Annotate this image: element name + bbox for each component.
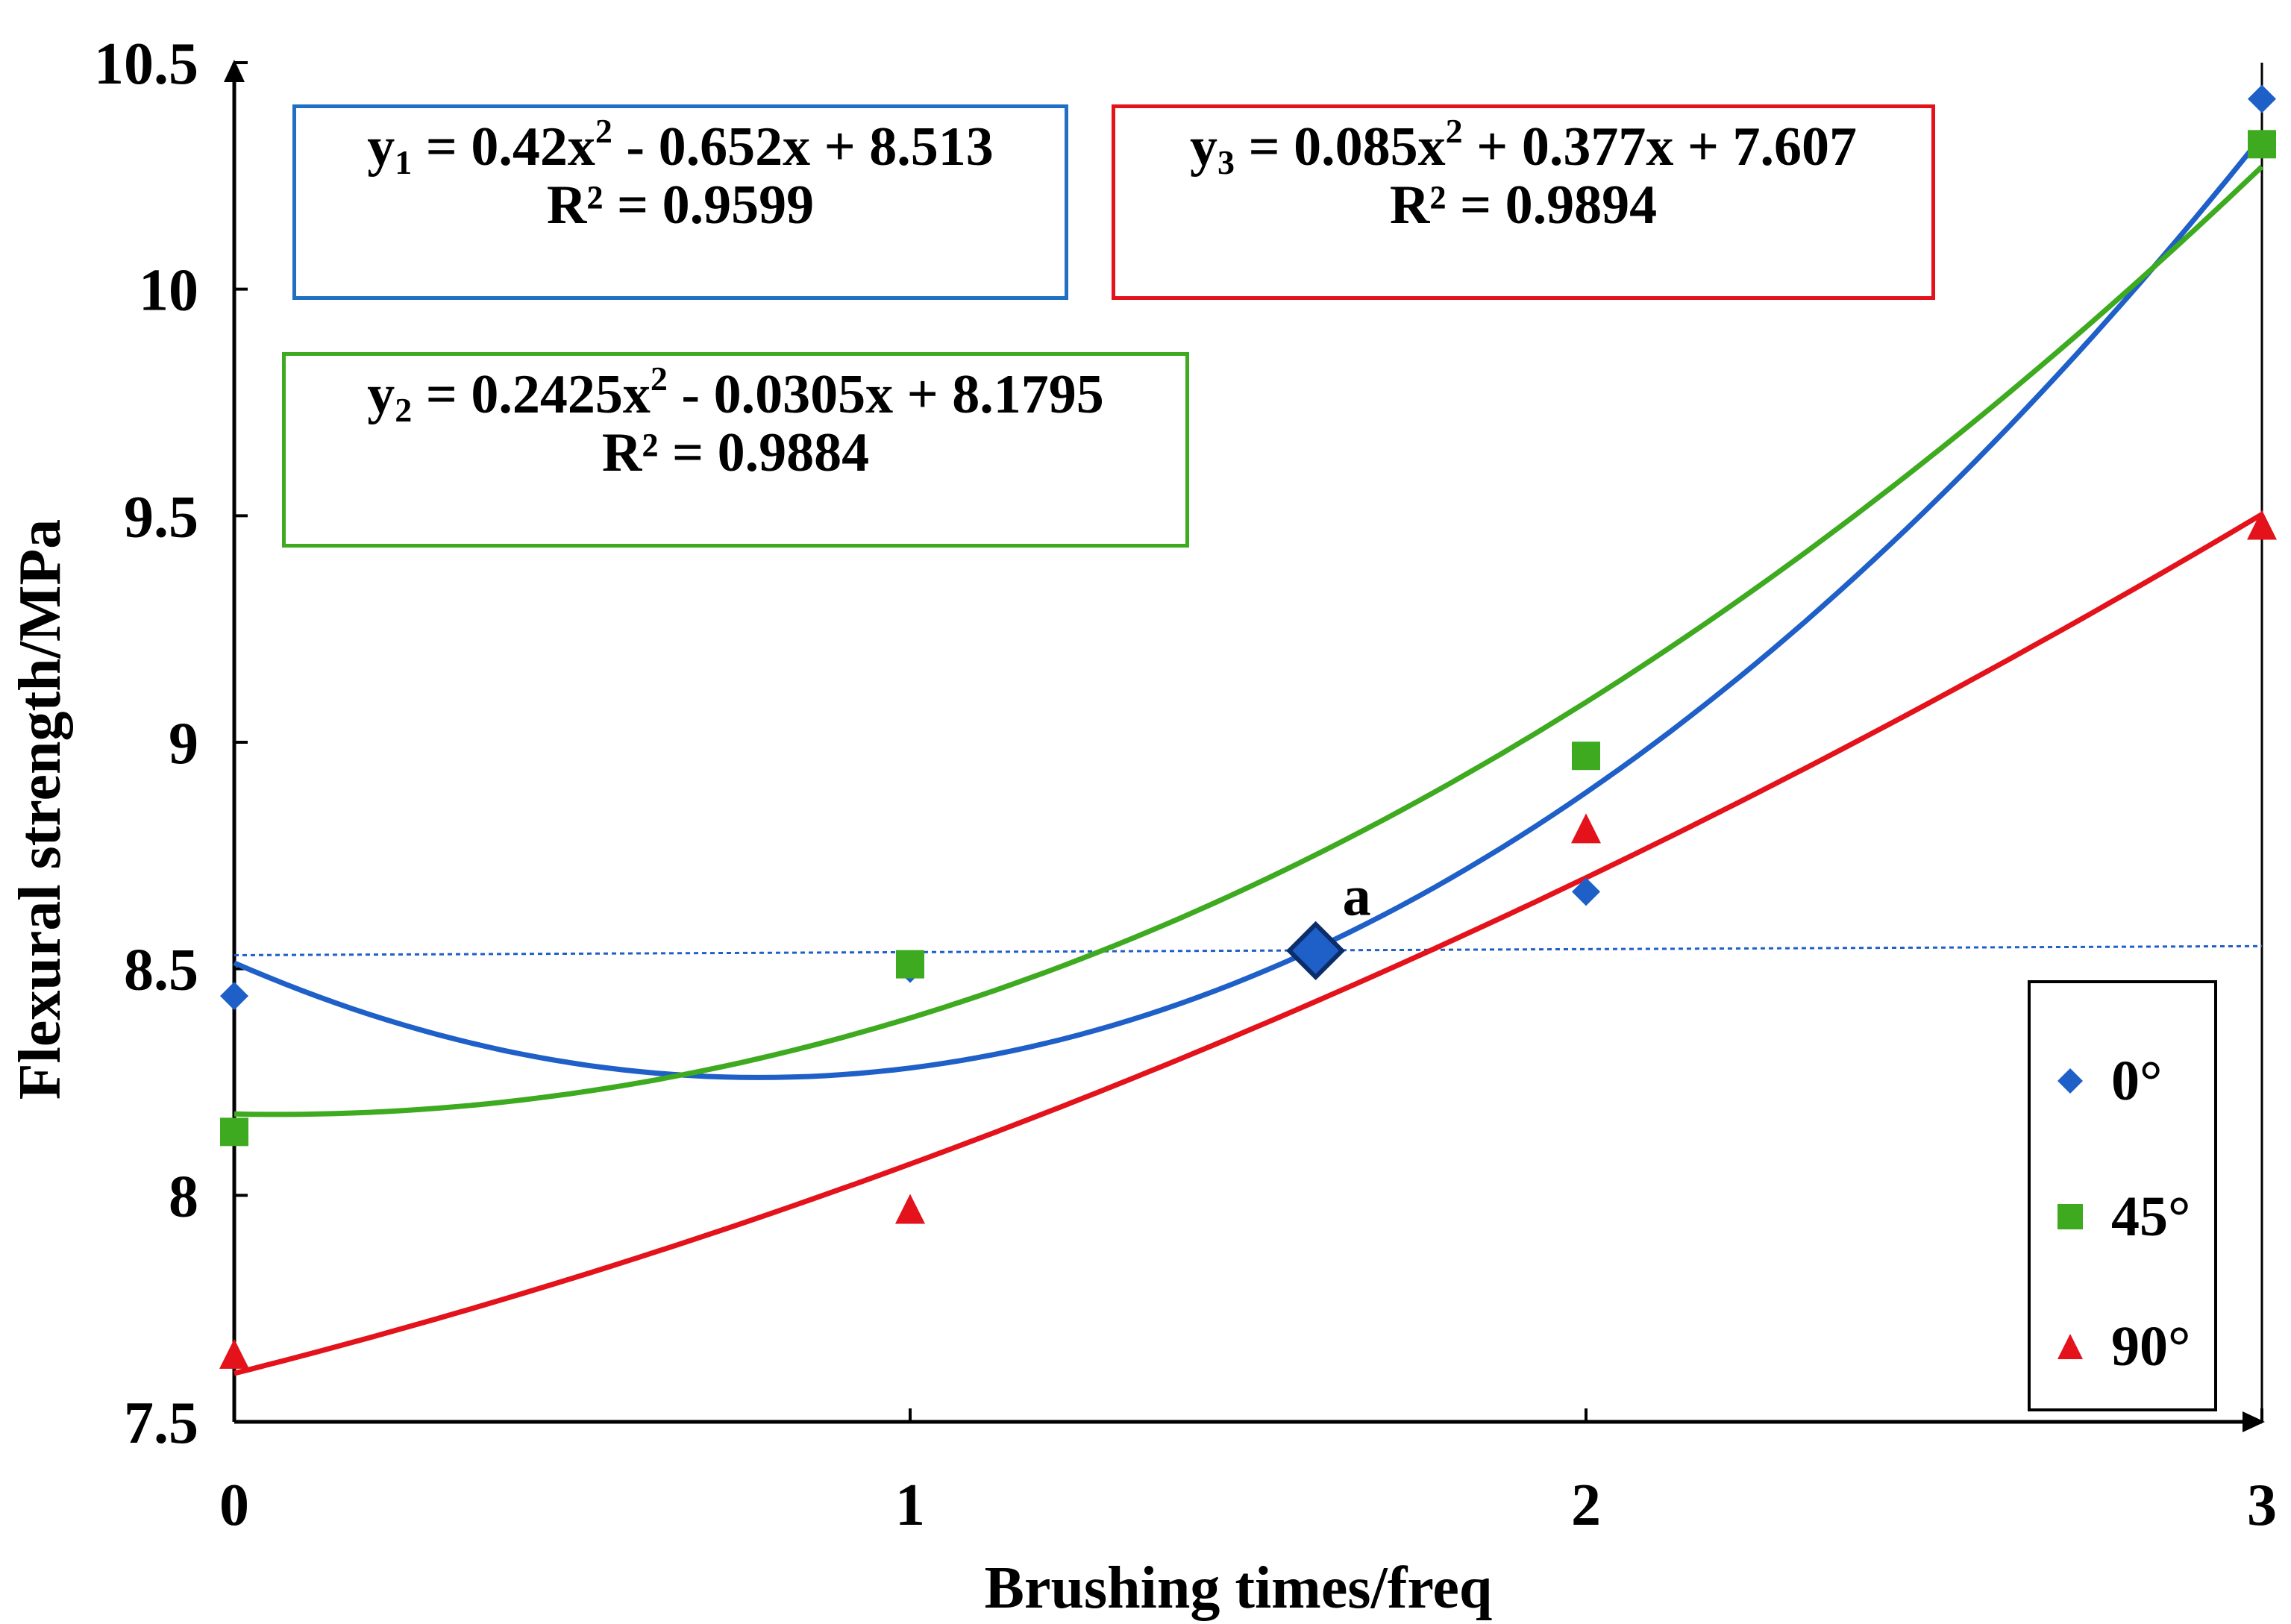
legend-item-45deg: 45° [2031,1183,2214,1250]
r-squared-line: R² = 0.9599 [546,174,815,236]
data-point-layer [219,84,2277,1369]
y-tick-label: 10 [139,258,198,324]
data-point-triangle [219,1338,249,1369]
legend-label: 0° [2111,1050,2163,1112]
data-point-triangle [2247,510,2277,540]
data-point-triangle [1571,813,1601,844]
r-squared-line: R² = 0.9884 [601,421,870,483]
reference-line [234,944,2263,956]
highlight-point-label: a [1343,865,1371,927]
legend: 0° 45° 90° [2028,980,2217,1411]
data-point-square [896,950,924,979]
square-marker-icon [2057,1204,2083,1229]
y-tick-label: 10.5 [94,31,198,97]
equation-line: y1 = 0.42x2 - 0.652x + 8.513 [367,112,994,181]
data-point-diamond [2248,84,2276,113]
equation-box-90deg: y3 = 0.085x2 + 0.377x + 7.607 R² = 0.989… [1112,104,1935,300]
equation-line: y3 = 0.085x2 + 0.377x + 7.607 [1189,112,1857,181]
r-squared-line: R² = 0.9894 [1389,174,1658,236]
x-tick-label: 0 [219,1473,249,1538]
y-tick-label: 9.5 [124,484,198,550]
legend-item-0deg: 0° [2031,1047,2214,1114]
axes [224,60,2265,1432]
equation-box-0deg: y1 = 0.42x2 - 0.652x + 8.513 R² = 0.9599 [292,104,1068,300]
equation-box-45deg: y2 = 0.2425x2 - 0.0305x + 8.1795 R² = 0.… [282,352,1189,548]
diamond-marker-icon [2057,1068,2083,1094]
data-point-diamond [220,982,248,1011]
triangle-marker-icon [2057,1334,2083,1359]
legend-label: 90° [2111,1315,2191,1378]
data-point-square [2248,130,2276,159]
y-axis-title: Flexural strength/MPa [7,519,73,1100]
x-tick-label: 2 [1571,1473,1601,1538]
tick-label-layer: 0 1 2 3 7.5 8 8.5 9 9.5 10 10.5 [94,31,2277,1538]
data-point-square [220,1117,248,1147]
y-tick-label: 8 [169,1164,198,1229]
data-point-square [1572,742,1600,771]
legend-item-90deg: 90° [2031,1313,2214,1380]
trendline-triangle [234,512,2263,1376]
legend-label: 45° [2111,1185,2191,1248]
trendline-diamond [233,134,2264,1080]
highlight-point-marker [1286,921,1346,980]
y-tick-label: 7.5 [124,1391,198,1456]
x-axis-title: Brushing times/freq [985,1555,1493,1621]
x-axis-arrow [2243,1411,2265,1432]
equation-line: y2 = 0.2425x2 - 0.0305x + 8.1795 [367,360,1104,429]
trendline-layer [233,134,2264,1376]
y-tick-label: 9 [169,711,198,777]
data-point-triangle [895,1194,925,1224]
reference-line-layer [234,944,2263,956]
x-tick-label: 3 [2247,1473,2277,1538]
x-tick-label: 1 [895,1473,925,1538]
data-point-diamond [1572,877,1600,906]
y-tick-label: 8.5 [124,938,198,1003]
highlight-layer: a [1286,865,1371,980]
trendline-square [234,164,2264,1117]
y-axis-arrow [224,60,245,82]
